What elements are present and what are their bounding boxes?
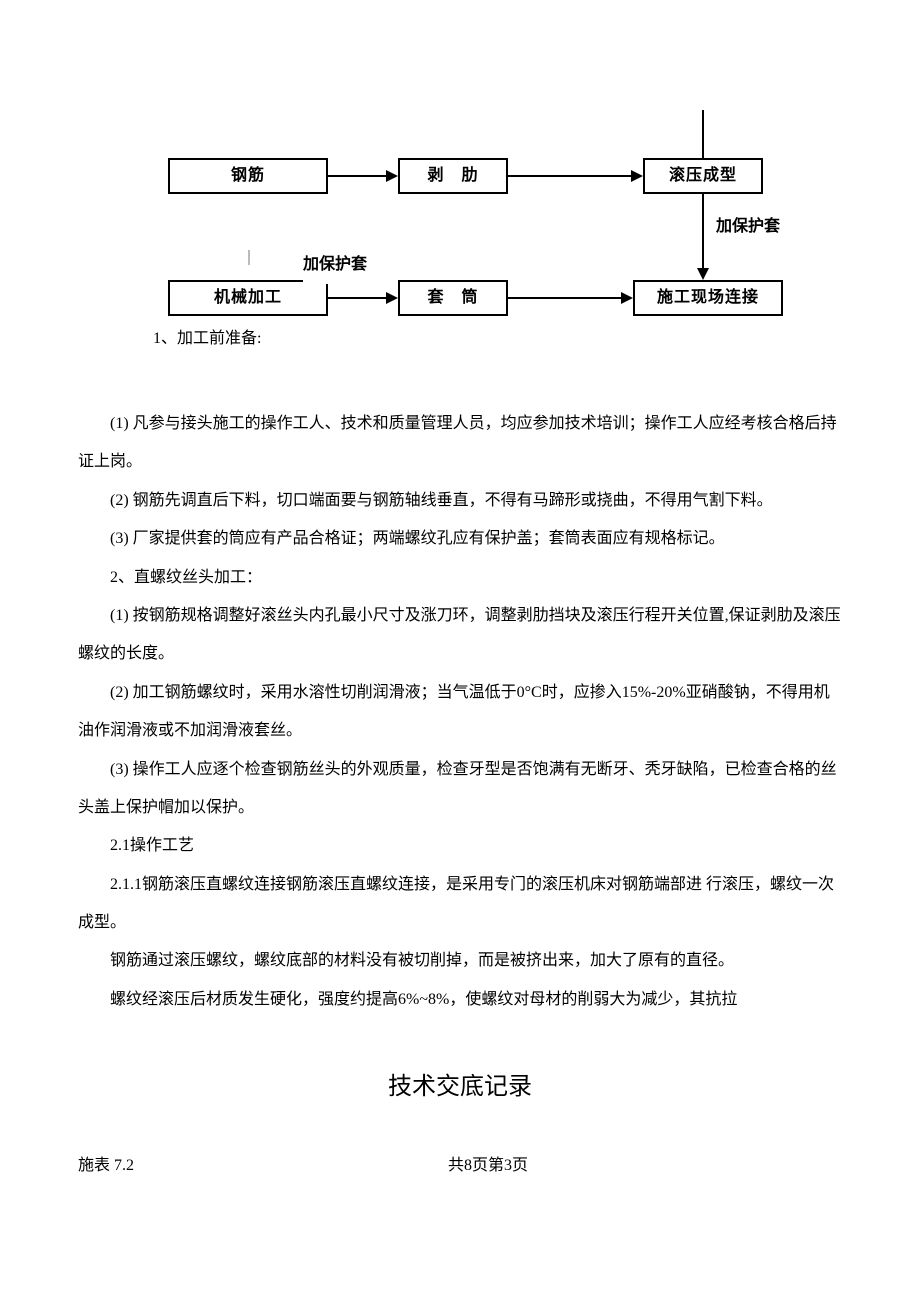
arrow-head-down xyxy=(697,268,709,280)
body-text: (1) 凡参与接头施工的操作工人、技术和质量管理人员，均应参加技术培训；操作工人… xyxy=(78,405,842,1019)
arrow-head-2 xyxy=(631,170,643,182)
flow-line-in-roll xyxy=(702,110,704,158)
footer-center: 共8页第3页 xyxy=(448,1147,528,1185)
footer-left: 施表 7.2 xyxy=(78,1147,448,1185)
paragraph-8: 2.1操作工艺 xyxy=(78,827,842,865)
paragraph-11: 螺纹经滚压后材质发生硬化，强度约提高6%~8%，使螺纹对母材的削弱大为减少，其抗… xyxy=(78,981,842,1019)
flow-line-1 xyxy=(328,175,386,177)
flowchart-caption: 1、加工前准备: xyxy=(153,320,261,358)
footer: 施表 7.2 共8页第3页 xyxy=(78,1147,842,1185)
arrow-head-3 xyxy=(386,292,398,304)
arrow-head-1 xyxy=(386,170,398,182)
box-steel: 钢筋 xyxy=(168,158,328,194)
arrow-head-4 xyxy=(621,292,633,304)
record-title: 技术交底记录 xyxy=(78,1059,842,1117)
flow-line-4 xyxy=(508,297,621,299)
paragraph-2: (2) 钢筋先调直后下料，切口端面要与钢筋轴线垂直，不得有马蹄形或挠曲，不得用气… xyxy=(78,482,842,520)
label-cover-top: 加保护套 xyxy=(716,208,780,246)
flow-line-3 xyxy=(328,297,386,299)
paragraph-3: (3) 厂家提供套的筒应有产品合格证；两端螺纹孔应有保护盖；套筒表面应有规格标记… xyxy=(78,520,842,558)
label-cover-bottom: 加保护套 xyxy=(303,246,367,284)
flow-line-2 xyxy=(508,175,631,177)
paragraph-4: 2、直螺纹丝头加工： xyxy=(78,559,842,597)
flow-tick xyxy=(248,250,250,265)
box-roll: 滚压成型 xyxy=(643,158,763,194)
box-sleeve: 套 筒 xyxy=(398,280,508,316)
paragraph-10: 钢筋通过滚压螺纹，螺纹底部的材料没有被切削掉，而是被挤出来，加大了原有的直径。 xyxy=(78,942,842,980)
flow-line-down xyxy=(702,194,704,268)
paragraph-1: (1) 凡参与接头施工的操作工人、技术和质量管理人员，均应参加技术培训；操作工人… xyxy=(78,405,842,482)
paragraph-5: (1) 按钢筋规格调整好滚丝头内孔最小尺寸及涨刀环，调整剥肋挡块及滚压行程开关位… xyxy=(78,597,842,674)
box-machine: 机械加工 xyxy=(168,280,328,316)
paragraph-6: (2) 加工钢筋螺纹时，采用水溶性切削润滑液；当气温低于0°C时，应掺入15%-… xyxy=(78,674,842,751)
box-site: 施工现场连接 xyxy=(633,280,783,316)
paragraph-7: (3) 操作工人应逐个检查钢筋丝头的外观质量，检查牙型是否饱满有无断牙、秃牙缺陷… xyxy=(78,751,842,828)
process-flowchart: 钢筋 剥 肋 滚压成型 机械加工 套 筒 施工现场连接 加保护套 加保护套 1、… xyxy=(108,130,868,340)
paragraph-9: 2.1.1钢筋滚压直螺纹连接钢筋滚压直螺纹连接，是采用专门的滚压机床对钢筋端部进… xyxy=(78,866,842,943)
box-peel: 剥 肋 xyxy=(398,158,508,194)
